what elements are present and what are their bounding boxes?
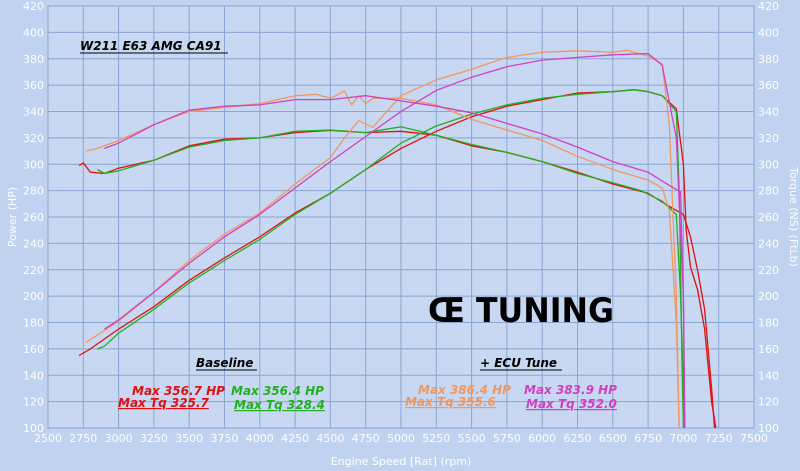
y-tick-label-right: 240 — [758, 237, 779, 250]
annotation-red-max-hp: Max 356.7 HP — [132, 384, 225, 398]
y-tick-label-left: 100 — [23, 422, 44, 435]
series-line-6 — [104, 52, 686, 429]
y-tick-label-right: 380 — [758, 53, 779, 66]
y-tick-label-left: 260 — [23, 211, 44, 224]
x-tick-label: 7500 — [740, 432, 768, 445]
y-axis-right-ticks: 100 120 140 160 180 200 220 240 260 280 300 320 340 3… — [758, 0, 779, 435]
series-layer — [78, 49, 717, 429]
x-tick-label: 4500 — [316, 432, 344, 445]
y-tick-label-left: 160 — [23, 343, 44, 356]
series-line-3 — [97, 126, 686, 429]
x-tick-label: 4250 — [281, 432, 309, 445]
y-tick-label-right: 160 — [758, 343, 779, 356]
y-tick-label-right: 280 — [758, 185, 779, 198]
y-tick-label-right: 360 — [758, 79, 779, 92]
series-line-7 — [104, 95, 686, 429]
series-line-0 — [78, 89, 717, 429]
y-tick-label-left: 340 — [23, 106, 44, 119]
x-tick-label: 5750 — [493, 432, 521, 445]
x-tick-label: 5250 — [422, 432, 450, 445]
y-tick-label-right: 400 — [758, 26, 779, 39]
y-tick-label-left: 140 — [23, 369, 44, 382]
x-tick-label: 5500 — [458, 432, 486, 445]
annotation-red-max-torque: Max Tq 325.7 — [118, 396, 210, 410]
x-tick-label: 6000 — [528, 432, 556, 445]
y-tick-label-left: 220 — [23, 264, 44, 277]
annotation-magenta-max-hp: Max 383.9 HP — [524, 383, 617, 397]
y-tick-label-left: 280 — [23, 185, 44, 198]
y-tick-label-right: 200 — [758, 290, 779, 303]
y-tick-label-left: 200 — [23, 290, 44, 303]
y-axis-right-label: Torque (NS) (FtLb) — [787, 166, 800, 267]
annotation-orange-max-torque: Max Tq 355.6 — [405, 395, 496, 409]
x-tick-label: 3250 — [140, 432, 168, 445]
brand-logo: Œ TUNING — [428, 291, 614, 331]
brand-logo-text: Œ TUNING — [428, 291, 614, 331]
x-tick-label: 4750 — [352, 432, 380, 445]
x-tick-label: 4000 — [246, 432, 274, 445]
y-tick-label-left: 400 — [23, 26, 44, 39]
x-tick-label: 7000 — [669, 432, 697, 445]
y-tick-label-left: 300 — [23, 158, 44, 171]
y-tick-label-right: 340 — [758, 106, 779, 119]
y-tick-label-right: 120 — [758, 396, 779, 409]
y-tick-label-left: 380 — [23, 53, 44, 66]
y-tick-label-left: 420 — [23, 0, 44, 13]
baseline-heading: Baseline — [196, 356, 253, 370]
tune-heading: + ECU Tune — [480, 356, 557, 370]
x-axis-label: Engine Speed [Rat] (rpm) — [331, 455, 472, 468]
chart-title: W211 E63 AMG CA91 — [80, 39, 222, 53]
y-tick-label-left: 320 — [23, 132, 44, 145]
y-tick-label-right: 320 — [758, 132, 779, 145]
y-tick-label-left: 360 — [23, 79, 44, 92]
x-tick-label: 2500 — [34, 432, 62, 445]
y-tick-label-left: 180 — [23, 317, 44, 330]
series-line-5 — [85, 90, 680, 429]
annotation-green-max-hp: Max 356.4 HP — [231, 384, 324, 398]
x-tick-label: 6750 — [634, 432, 662, 445]
y-tick-label-left: 120 — [23, 396, 44, 409]
y-tick-label-left: 240 — [23, 237, 44, 250]
y-tick-label-right: 300 — [758, 158, 779, 171]
x-tick-label: 3500 — [175, 432, 203, 445]
y-axis-left-ticks: 100 120 140 160 180 200 220 240 260 280 300 320 340 3… — [23, 0, 44, 435]
grid-lines — [47, 5, 755, 429]
x-tick-label: 2750 — [69, 432, 97, 445]
x-tick-label: 3000 — [105, 432, 133, 445]
y-tick-label-right: 420 — [758, 0, 779, 13]
y-tick-label-right: 180 — [758, 317, 779, 330]
y-tick-label-right: 260 — [758, 211, 779, 224]
x-tick-label: 6250 — [564, 432, 592, 445]
annotation-green-max-torque: Max Tq 328.4 — [234, 398, 325, 412]
series-line-2 — [97, 89, 685, 429]
x-tick-label: 3750 — [211, 432, 239, 445]
x-tick-label: 6500 — [599, 432, 627, 445]
x-axis-ticks: 2500 2750 3000 3250 3500 3750 4000 4250 4500 4750… — [34, 432, 768, 445]
x-tick-label: 7250 — [705, 432, 733, 445]
y-axis-left-label: Power (HP) — [6, 187, 19, 247]
x-tick-label: 5000 — [387, 432, 415, 445]
annotation-magenta-max-torque: Max Tq 352.0 — [526, 397, 617, 411]
y-tick-label-right: 140 — [758, 369, 779, 382]
y-tick-label-right: 100 — [758, 422, 779, 435]
series-line-4 — [85, 49, 680, 429]
y-tick-label-right: 220 — [758, 264, 779, 277]
annotation-orange-max-hp: Max 386.4 HP — [418, 383, 511, 397]
